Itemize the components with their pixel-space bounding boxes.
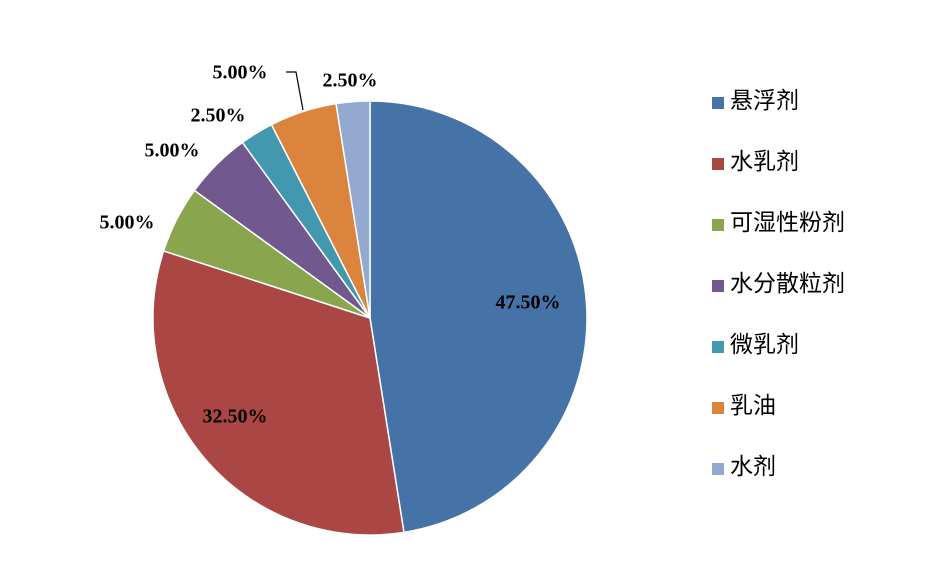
legend-swatch-4 bbox=[712, 341, 724, 353]
data-label-6: 2.50% bbox=[323, 70, 378, 92]
data-label-1: 32.50% bbox=[203, 406, 268, 428]
legend: 悬浮剂 水乳剂 可湿性粉剂 水分散粒剂 微乳剂 乳油 水剂 bbox=[712, 86, 845, 513]
legend-label-1: 水乳剂 bbox=[730, 149, 799, 175]
data-label-4: 2.50% bbox=[191, 105, 246, 127]
legend-swatch-1 bbox=[712, 158, 724, 170]
data-label-2: 5.00% bbox=[100, 212, 155, 234]
legend-swatch-3 bbox=[712, 280, 724, 292]
pie-slice-0 bbox=[369, 100, 588, 534]
legend-swatch-5 bbox=[712, 402, 724, 414]
legend-item-5: 乳油 bbox=[712, 391, 845, 452]
pie-slice-6 bbox=[335, 100, 371, 319]
legend-label-4: 微乳剂 bbox=[730, 332, 799, 358]
data-label-0: 47.50% bbox=[496, 292, 561, 314]
legend-swatch-2 bbox=[712, 219, 724, 231]
pie-slice-1 bbox=[152, 249, 405, 536]
legend-item-3: 水分散粒剂 bbox=[712, 269, 845, 330]
legend-item-6: 水剂 bbox=[712, 452, 845, 513]
legend-label-0: 悬浮剂 bbox=[730, 88, 799, 114]
legend-swatch-6 bbox=[712, 463, 724, 475]
data-label-3: 5.00% bbox=[145, 140, 200, 162]
legend-item-0: 悬浮剂 bbox=[712, 86, 845, 147]
legend-swatch-0 bbox=[712, 97, 724, 109]
legend-item-4: 微乳剂 bbox=[712, 330, 845, 391]
legend-label-6: 水剂 bbox=[730, 454, 776, 480]
legend-item-2: 可湿性粉剂 bbox=[712, 208, 845, 269]
legend-item-1: 水乳剂 bbox=[712, 147, 845, 208]
legend-label-2: 可湿性粉剂 bbox=[730, 210, 845, 236]
legend-label-3: 水分散粒剂 bbox=[730, 271, 845, 297]
legend-label-5: 乳油 bbox=[730, 393, 776, 419]
leader-line-5 bbox=[286, 71, 304, 111]
data-label-5: 5.00% bbox=[213, 62, 268, 84]
